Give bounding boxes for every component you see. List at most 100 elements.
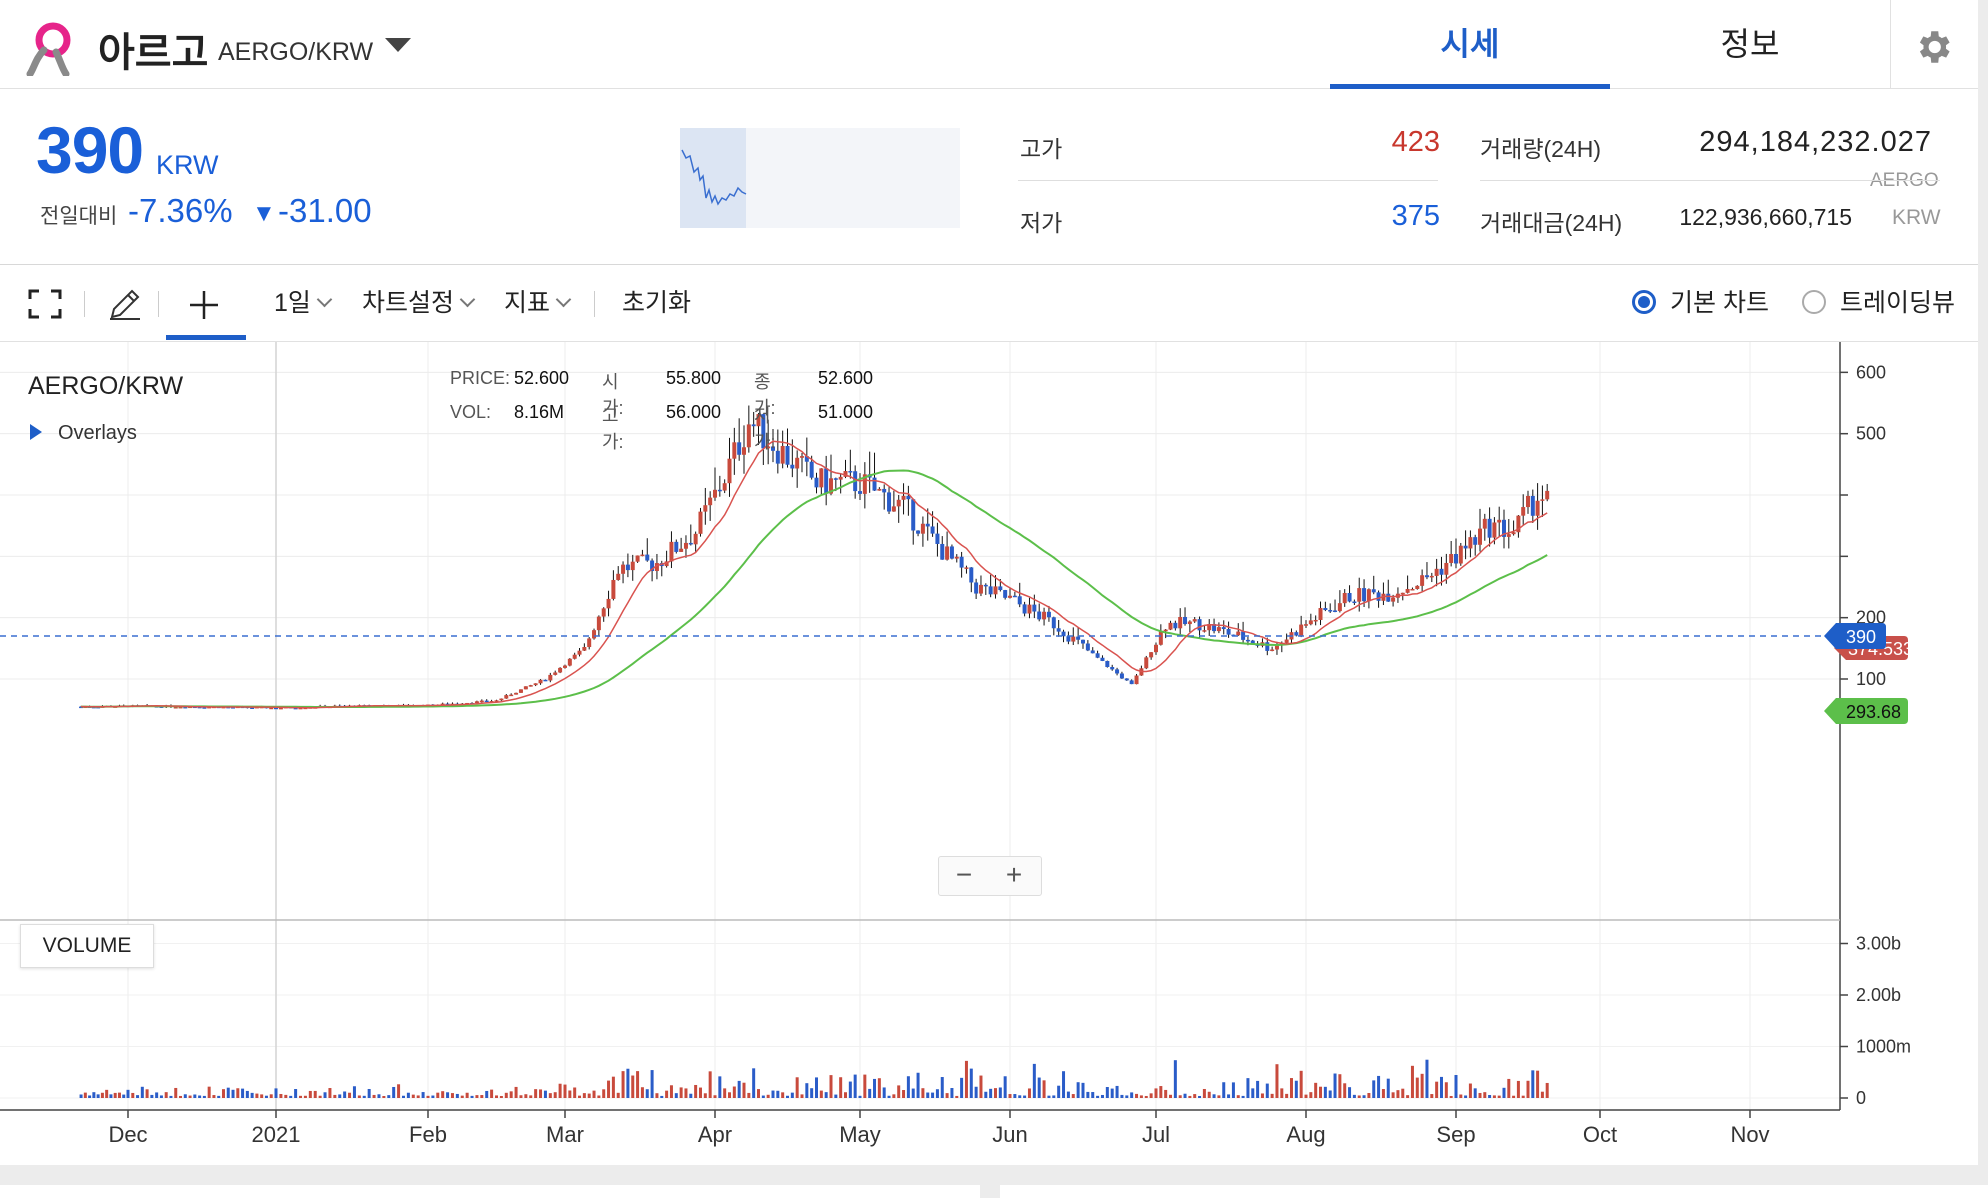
volume-bar: [1115, 1085, 1119, 1098]
close-value: 52.600: [818, 368, 874, 388]
volume-bar: [1047, 1095, 1051, 1098]
overlays-toggle[interactable]: Overlays: [30, 422, 137, 445]
x-tick-label: Aug: [1286, 1122, 1325, 1147]
candle: [785, 445, 790, 465]
tradingview-label[interactable]: 트레이딩뷰: [1840, 289, 1956, 317]
candle: [1337, 603, 1342, 612]
volume-tick-label: 3.00b: [1856, 934, 1901, 954]
candle: [1429, 575, 1434, 578]
candle: [703, 505, 708, 512]
volume-bar: [645, 1089, 649, 1098]
candle: [877, 488, 882, 491]
candle: [829, 478, 833, 494]
chevron-down-icon[interactable]: [385, 38, 411, 52]
candle: [1366, 589, 1371, 602]
volume-bar: [1139, 1095, 1143, 1098]
chart-settings-menu[interactable]: 차트설정: [362, 265, 476, 341]
candle: [742, 447, 746, 455]
candle: [1095, 653, 1100, 658]
volume-bar: [1154, 1088, 1158, 1098]
volume-bar: [1415, 1077, 1419, 1098]
candlestick-chart[interactable]: 100200500600700 Dec2021FebMarAprMayJunJu…: [0, 342, 1978, 1165]
candle: [582, 647, 587, 651]
volume-bar: [844, 1092, 847, 1098]
volume-bar: [906, 1076, 910, 1098]
volume-bar: [548, 1093, 552, 1098]
volume-bar: [113, 1092, 117, 1098]
candle: [1105, 660, 1110, 668]
volume-bar: [1420, 1073, 1424, 1098]
volume-bar: [1381, 1089, 1385, 1098]
volume-bar: [260, 1094, 264, 1098]
fullscreen-icon[interactable]: [28, 289, 62, 319]
candle: [925, 523, 930, 527]
volume-bar: [1003, 1076, 1007, 1098]
interval-label: 1일: [274, 289, 311, 317]
price-unit: KRW: [156, 150, 219, 180]
volume-bar: [1516, 1080, 1520, 1098]
candle: [494, 700, 499, 702]
tab-info[interactable]: 정보: [1720, 26, 1780, 62]
basic-chart-radio[interactable]: [1632, 290, 1656, 314]
volume-bar: [255, 1093, 259, 1098]
volume-bar: [416, 1095, 420, 1098]
candle: [833, 478, 838, 480]
reset-button[interactable]: 초기화: [622, 289, 692, 317]
volume-bar: [655, 1093, 659, 1098]
ohlc-readout: PRICE: 52.600 시가: 55.800 종가: 52.600: [450, 368, 873, 418]
volume-bar: [1352, 1094, 1356, 1098]
pencil-icon[interactable]: [108, 287, 142, 321]
volume-bar: [897, 1085, 901, 1098]
volume-bar: [126, 1089, 130, 1098]
price-chart-area[interactable]: 100200500600700 Dec2021FebMarAprMayJunJu…: [0, 342, 1978, 1165]
x-tick-label: Oct: [1583, 1122, 1617, 1147]
volume-bar: [1202, 1088, 1206, 1098]
crosshair-icon[interactable]: [188, 289, 220, 321]
volume-bar: [955, 1095, 959, 1098]
zoom-out-button[interactable]: −: [955, 859, 973, 890]
volume-bar: [737, 1080, 741, 1098]
volume-bar: [1251, 1088, 1255, 1098]
x-tick-label: Mar: [546, 1122, 584, 1147]
volume-bar: [1164, 1089, 1168, 1098]
volume-bar: [122, 1094, 126, 1098]
volume-bar: [979, 1075, 983, 1098]
volume-bar: [1285, 1093, 1289, 1098]
active-tool-indicator: [166, 335, 246, 340]
volume-bar: [193, 1094, 197, 1098]
open-key: 시가:: [602, 372, 624, 418]
volume-bar: [105, 1089, 109, 1098]
candle: [1274, 645, 1279, 650]
candle: [674, 541, 679, 552]
zoom-in-button[interactable]: +: [1005, 859, 1023, 890]
volume-bar: [241, 1088, 245, 1098]
basic-chart-label[interactable]: 기본 차트: [1670, 289, 1769, 317]
tradingview-radio[interactable]: [1802, 290, 1826, 314]
volume-bar: [1086, 1091, 1090, 1098]
gear-icon[interactable]: [1912, 26, 1954, 68]
volume-bar: [786, 1095, 789, 1098]
tab-price[interactable]: 시세: [1330, 0, 1610, 89]
indicators-menu[interactable]: 지표: [504, 265, 572, 341]
volume-bar: [226, 1087, 230, 1098]
volume-bar: [470, 1095, 474, 1098]
volume-bar: [450, 1093, 454, 1098]
volume-bar: [519, 1095, 523, 1098]
interval-select[interactable]: 1일: [274, 265, 333, 341]
candle: [1129, 680, 1134, 685]
candle: [766, 446, 771, 449]
volume-bar: [362, 1095, 366, 1098]
indicators-label: 지표: [504, 289, 551, 317]
x-tick-label: 2021: [252, 1122, 301, 1147]
volume-bar: [1439, 1076, 1443, 1098]
volume-bar: [401, 1095, 405, 1098]
volume-bar: [1256, 1080, 1260, 1098]
candle: [920, 523, 925, 534]
high-label: 고가: [1020, 136, 1063, 162]
volume-bar: [217, 1095, 221, 1098]
volume-bar: [174, 1087, 178, 1098]
volume-bar: [1309, 1092, 1313, 1098]
volume-bar: [1096, 1095, 1100, 1098]
volume-bar: [79, 1094, 83, 1098]
divider: [84, 291, 85, 317]
